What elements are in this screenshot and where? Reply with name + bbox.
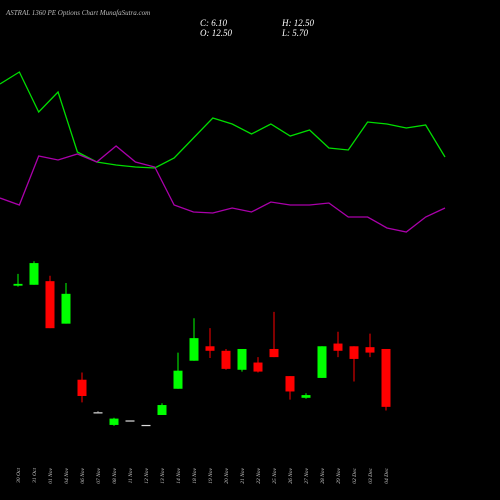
x-tick-label: 31 Oct: [32, 468, 38, 484]
candle-body: [205, 346, 215, 351]
candle-body: [333, 343, 343, 351]
x-tick-label: 26 Nov: [288, 467, 294, 483]
indicator-line: [0, 71, 446, 169]
low-info: L: 5.70: [281, 28, 309, 38]
x-tick-label: 27 Nov: [304, 467, 310, 483]
indicator-line: [0, 145, 446, 233]
candle-body: [269, 348, 279, 358]
chart-title: ASTRAL 1360 PE Options Chart MunafaSutra…: [5, 9, 150, 17]
candle-body: [365, 347, 375, 353]
candle-body: [189, 338, 199, 361]
x-tick-label: 18 Nov: [192, 467, 198, 483]
candle-body: [13, 283, 23, 286]
x-tick-label: 12 Nov: [144, 467, 150, 483]
candle-body: [221, 350, 231, 369]
x-tick-label: 04 Dec: [383, 467, 390, 483]
x-tick-label: 04 Nov: [63, 467, 70, 483]
x-tick-label: 13 Nov: [160, 467, 166, 483]
candle-body: [253, 362, 263, 372]
open-info: O: 12.50: [200, 28, 232, 38]
candle-body: [61, 293, 71, 324]
x-tick-label: 08 Nov: [112, 467, 118, 483]
candle-body: [173, 370, 183, 389]
x-tick-label: 03 Dec: [368, 467, 374, 483]
candle-body: [109, 418, 119, 425]
x-tick-label: 19 Nov: [208, 467, 214, 483]
x-tick-label: 22 Nov: [256, 467, 262, 483]
x-tick-label: 28 Nov: [320, 467, 326, 483]
x-tick-label: 20 Nov: [224, 467, 230, 483]
candle-body: [45, 281, 55, 329]
x-tick-label: 06 Nov: [80, 467, 86, 483]
x-tick-label: 11 Nov: [128, 467, 134, 483]
x-tick-label: 21 Nov: [240, 467, 246, 483]
x-tick-label: 30 Oct: [16, 468, 22, 484]
high-info: H: 12.50: [281, 18, 314, 28]
x-tick-label: 01 Nov: [48, 467, 54, 483]
candle-body: [349, 346, 359, 359]
candle-body: [93, 412, 103, 414]
candle-body: [77, 379, 87, 396]
candle-body: [285, 376, 295, 392]
x-tick-label: 07 Nov: [96, 467, 102, 483]
close-info: C: 6.10: [200, 18, 228, 28]
candle-body: [157, 405, 167, 415]
candle-body: [381, 348, 391, 407]
candle-body: [29, 263, 39, 285]
candle-body: [301, 395, 311, 398]
x-tick-label: 14 Nov: [175, 467, 182, 483]
x-tick-label: 29 Nov: [336, 467, 342, 483]
candle-body: [125, 420, 135, 422]
candle-body: [141, 424, 151, 427]
x-tick-label: 25 Nov: [272, 467, 278, 483]
x-tick-label: 02 Dec: [352, 467, 358, 483]
candle-body: [317, 346, 327, 378]
candle-body: [237, 348, 247, 370]
